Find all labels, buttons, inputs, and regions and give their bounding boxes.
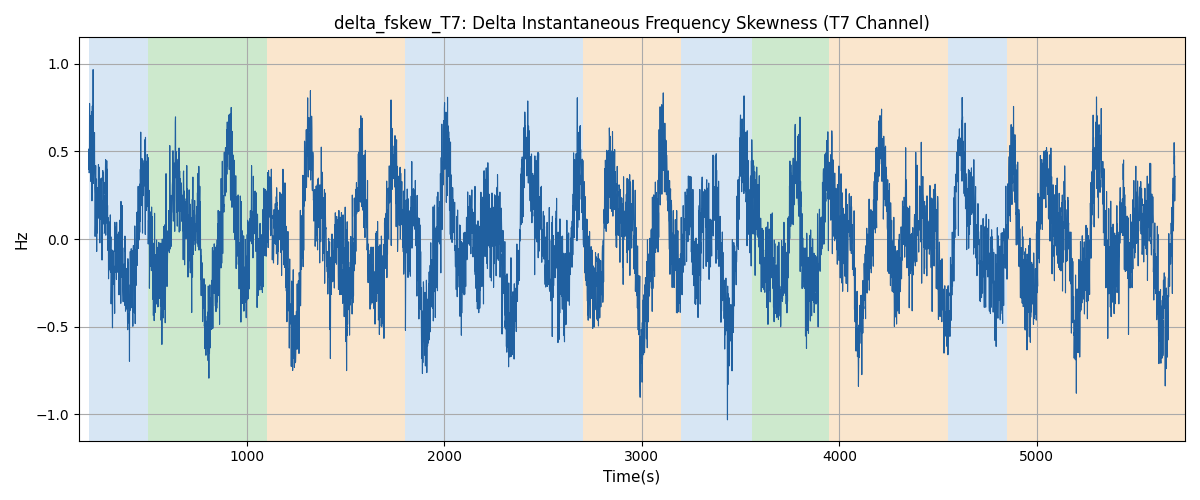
Y-axis label: Hz: Hz (14, 230, 30, 249)
Bar (829, 38, 948, 440)
Bar (266, 38, 404, 440)
Bar (148, 38, 266, 440)
Bar (582, 38, 682, 440)
Bar (404, 38, 582, 440)
Bar (948, 38, 1007, 440)
Bar (752, 38, 829, 440)
Title: delta_fskew_T7: Delta Instantaneous Frequency Skewness (T7 Channel): delta_fskew_T7: Delta Instantaneous Freq… (334, 15, 930, 34)
Bar (682, 38, 752, 440)
Bar (1007, 38, 1184, 440)
X-axis label: Time(s): Time(s) (604, 470, 660, 485)
Bar (89, 38, 148, 440)
